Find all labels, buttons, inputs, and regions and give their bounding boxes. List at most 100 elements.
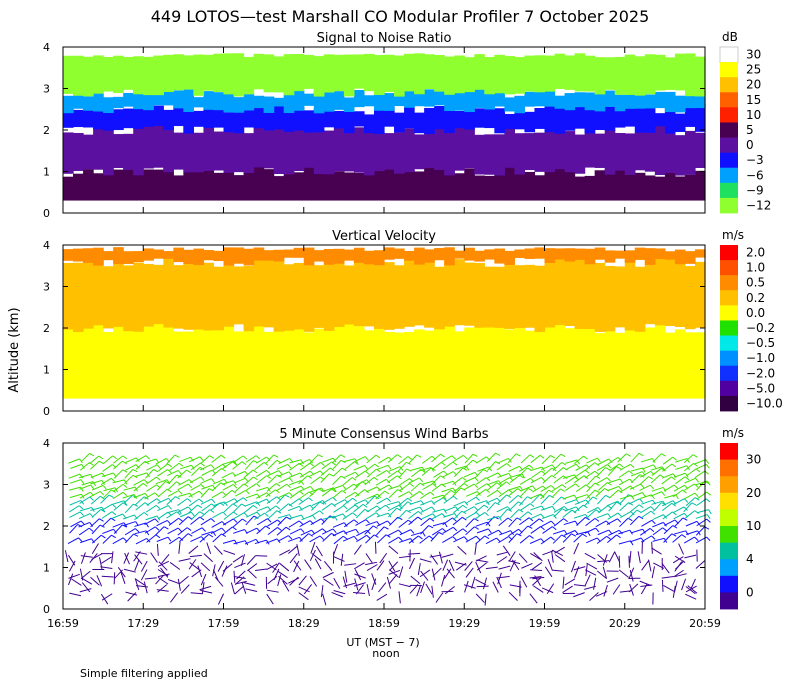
wind-barb-flag [675, 494, 679, 500]
wind-barb-flag [199, 511, 205, 515]
wind-barb-flag [663, 522, 667, 527]
wind-barb-flag [355, 529, 360, 534]
heatmap-cell [384, 93, 395, 111]
heatmap-cell [353, 127, 365, 173]
wind-barb [353, 582, 366, 587]
wind-barb-flag [355, 492, 360, 497]
wind-barb [684, 483, 695, 491]
wind-barb [200, 573, 207, 586]
figure-title: 449 LOTOS—test Marshall CO Modular Profi… [151, 7, 650, 26]
wind-barb [91, 524, 101, 535]
heatmap-cell [263, 250, 275, 261]
wind-barb [180, 511, 192, 518]
wind-barb [310, 541, 316, 554]
wind-barb [597, 458, 609, 465]
wind-barb [232, 497, 244, 505]
wind-barb [79, 473, 91, 479]
wind-barb-flag [406, 509, 411, 514]
wind-barb-flag [419, 477, 424, 483]
wind-barb [431, 513, 443, 520]
wind-barb [78, 521, 90, 528]
wind-barb-flag [234, 539, 238, 545]
wind-barb [521, 563, 533, 569]
heatmap-cell [113, 96, 124, 109]
heatmap-cell [584, 248, 596, 265]
x-tick-label: 19:29 [448, 617, 480, 630]
wind-barb [648, 559, 652, 572]
wind-barb [673, 569, 684, 578]
wind-barb [399, 482, 411, 491]
wind-barb [101, 593, 113, 601]
wind-barb [298, 475, 308, 485]
wind-barb [617, 453, 627, 463]
wind-barb [245, 527, 258, 534]
wind-barb [608, 529, 620, 536]
wind-barb [178, 575, 189, 585]
heatmap-cell [404, 128, 415, 173]
wind-barb-flag [574, 474, 578, 480]
y-tick-label: 4 [43, 239, 50, 252]
wind-barb [602, 554, 608, 566]
wind-barb [366, 584, 370, 597]
wind-barb-flag [410, 529, 415, 534]
wind-barb [191, 569, 202, 578]
heatmap-cell [674, 53, 686, 91]
wind-barb [92, 484, 104, 491]
wind-barb [675, 560, 685, 570]
wind-barb [168, 474, 178, 485]
colorbar-label: 0.0 [746, 306, 765, 320]
heatmap-cell [574, 258, 586, 329]
wind-barb [663, 533, 673, 543]
wind-barb [678, 543, 685, 555]
heatmap-cell [624, 167, 636, 201]
wind-barb-flag [397, 454, 402, 458]
heatmap-cell [63, 55, 74, 94]
wind-barb [520, 454, 531, 464]
heatmap-cell [83, 248, 94, 263]
heatmap-cell [424, 54, 435, 90]
heatmap-cell [494, 175, 505, 201]
wind-barb [466, 491, 478, 497]
heatmap-cell [73, 262, 84, 333]
heatmap-cell [233, 266, 245, 325]
heatmap-cell [584, 92, 596, 111]
wind-barb-flag [398, 536, 403, 542]
wind-barb [530, 526, 541, 534]
wind-barb [431, 568, 436, 581]
wind-barb [562, 509, 573, 518]
wind-barb [125, 464, 137, 471]
wind-barb [157, 573, 170, 578]
wind-barb [438, 551, 443, 564]
y-tick-label: 4 [43, 41, 50, 54]
wind-barb [408, 535, 419, 544]
wind-barb [200, 478, 212, 484]
wind-barb-flag [484, 535, 490, 540]
wind-barb [81, 481, 94, 486]
wind-barb [673, 498, 685, 505]
heatmap-cell [524, 330, 536, 399]
heatmap-cell [103, 97, 114, 114]
heatmap-cell [73, 133, 84, 171]
heatmap-cell [133, 125, 144, 176]
wind-barb [201, 469, 213, 476]
heatmap-cell [424, 107, 435, 135]
wind-barb [179, 464, 192, 470]
wind-barb [166, 509, 179, 514]
heatmap-cell [684, 266, 696, 330]
wind-barb [243, 476, 254, 486]
wind-barb-flag [461, 516, 467, 521]
wind-barb-flag [619, 463, 624, 468]
heatmap-cell [223, 53, 235, 95]
wind-barb [178, 479, 190, 486]
heatmap-cell [193, 248, 205, 265]
wind-barb-flag [188, 479, 193, 484]
heatmap-cell [514, 57, 526, 94]
heatmap-cell [123, 251, 134, 264]
wind-barb [508, 528, 519, 537]
wind-barb-flag [571, 533, 577, 537]
wind-barb [540, 489, 549, 500]
wind-barb [661, 575, 674, 579]
wind-barb [321, 528, 334, 535]
heatmap-cell [554, 128, 566, 170]
wind-barb [298, 575, 307, 586]
